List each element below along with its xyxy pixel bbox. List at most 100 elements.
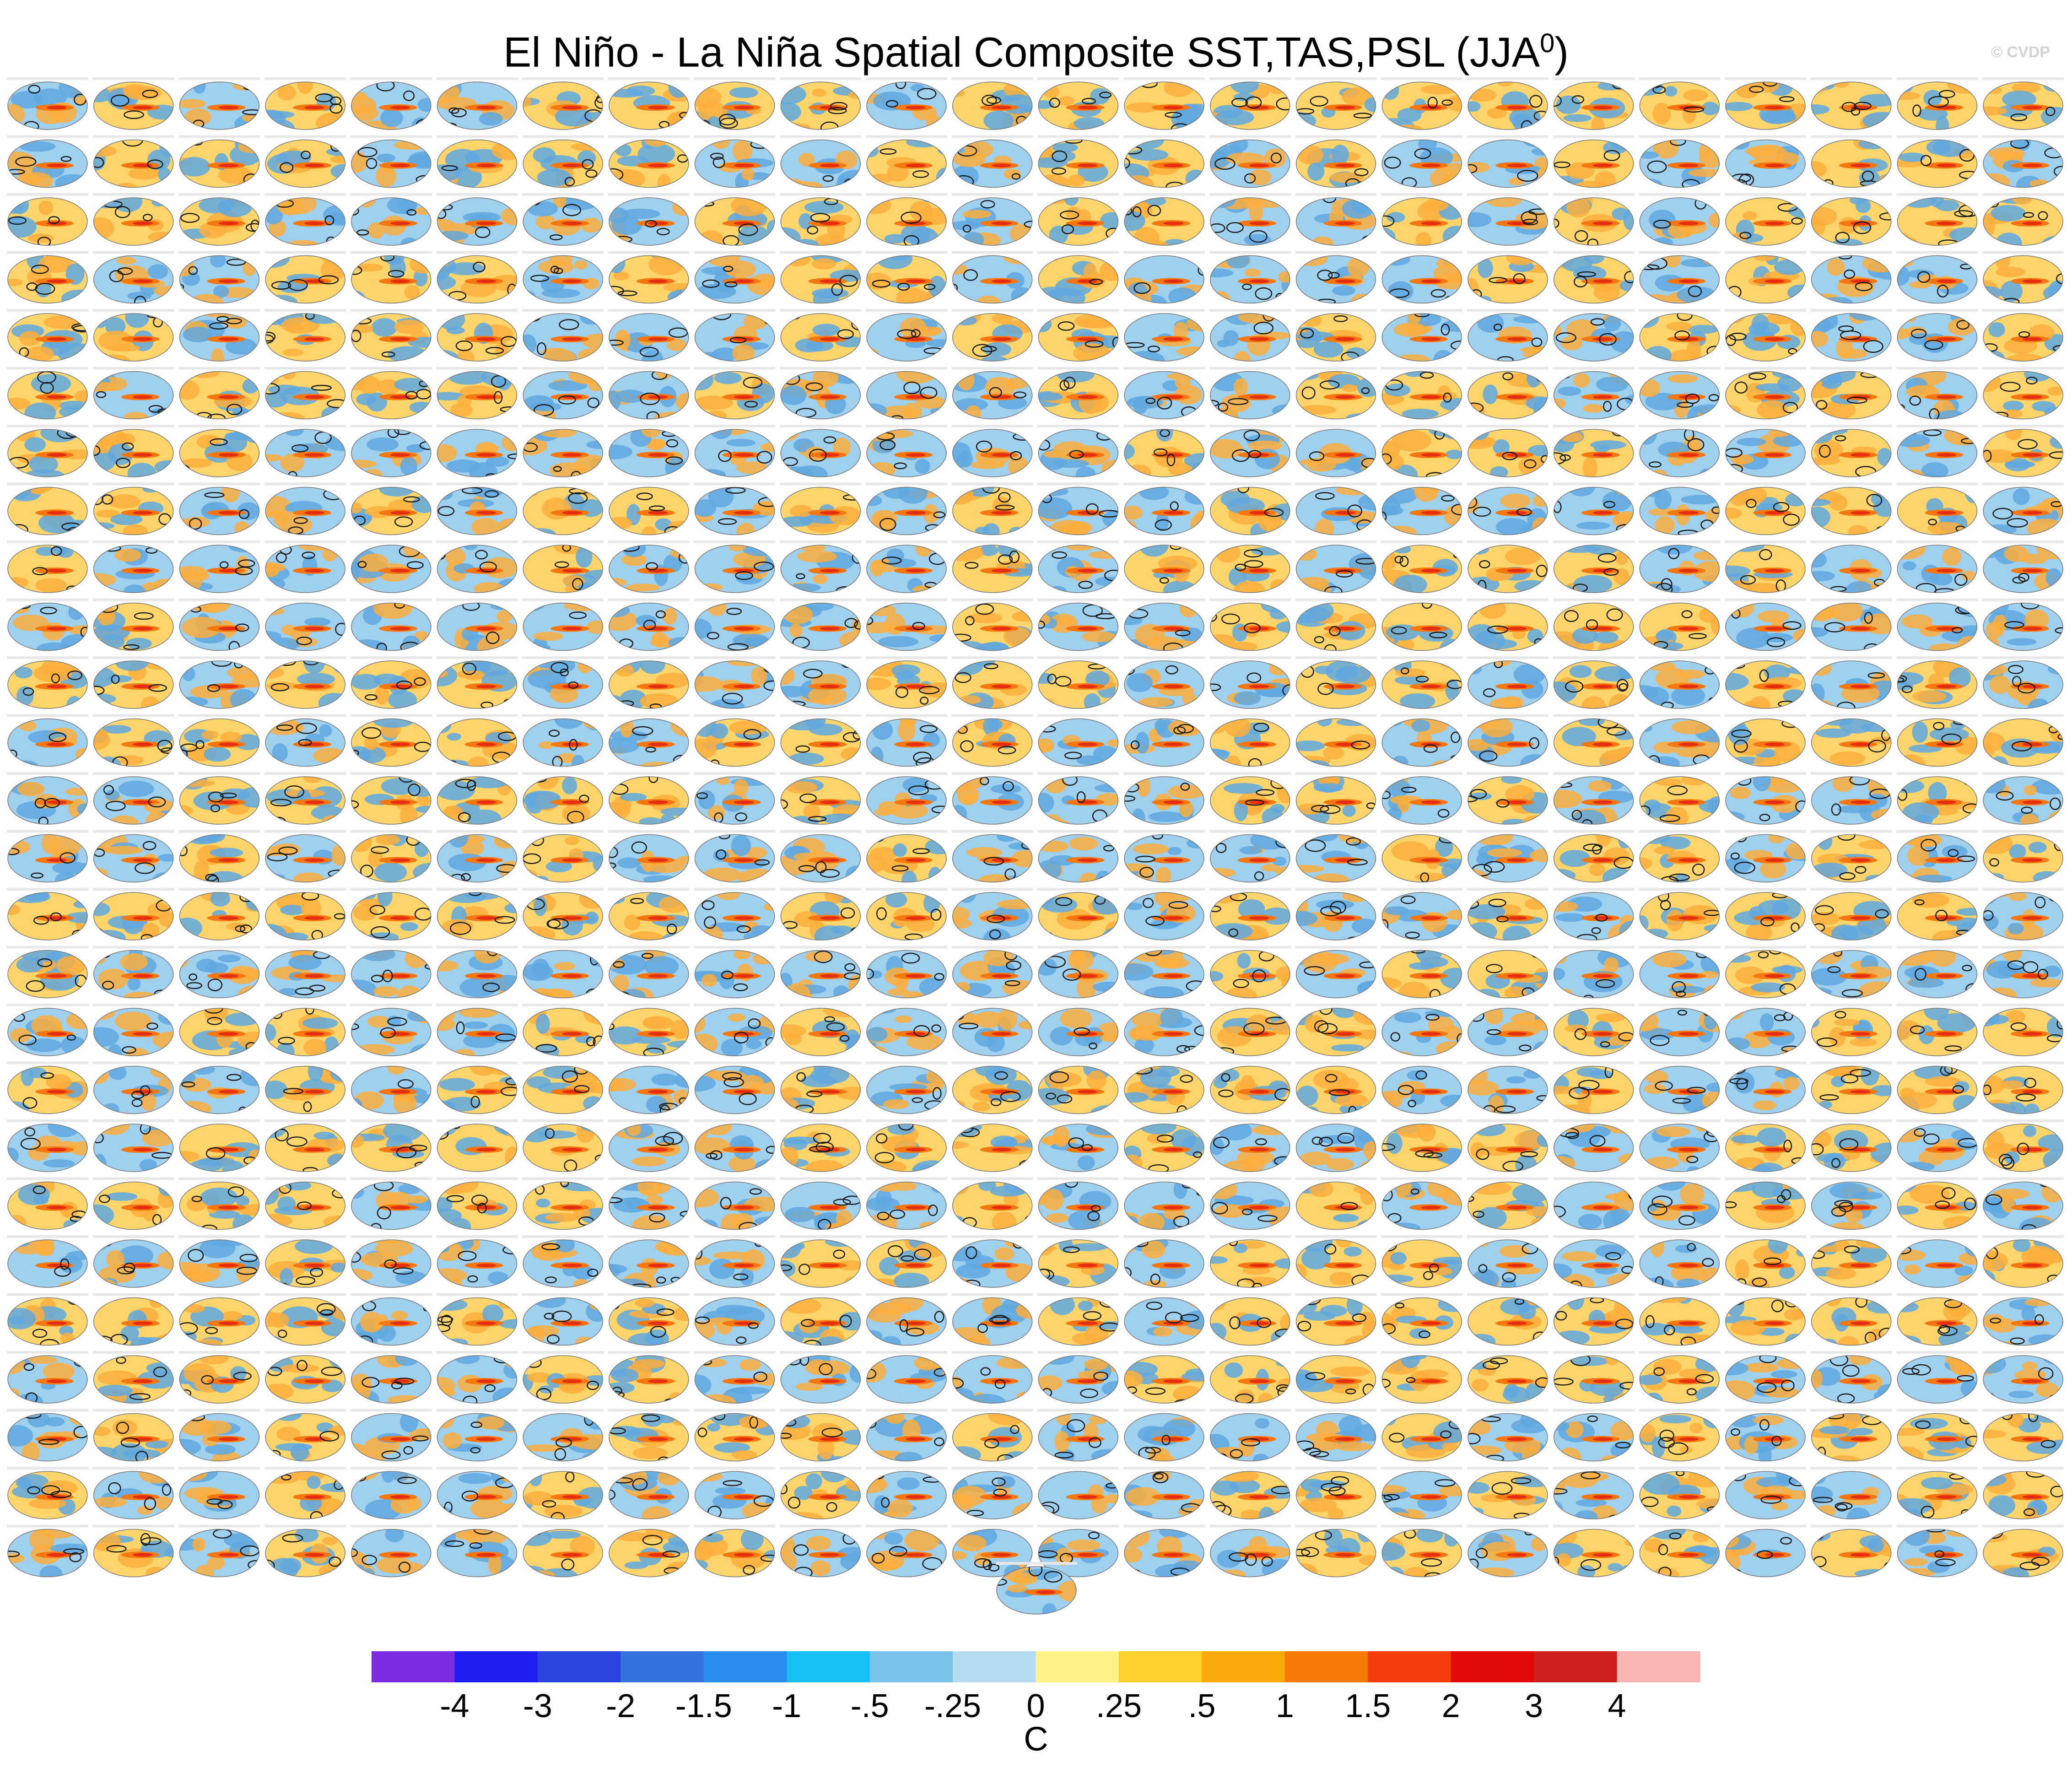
anomaly-patch — [667, 338, 686, 351]
anomaly-patch — [8, 278, 23, 286]
anomaly-patch — [1306, 603, 1334, 620]
anomaly-patch — [394, 319, 424, 334]
anomaly-patch — [118, 780, 155, 797]
psl-contour — [1471, 661, 1481, 668]
anomaly-patch — [1897, 174, 1908, 188]
panel-title-line — [1725, 772, 1806, 775]
psl-contour — [1049, 97, 1060, 108]
psl-contour — [1099, 92, 1112, 98]
panel-title-line — [866, 714, 947, 717]
psl-contour — [1677, 313, 1693, 321]
map-border — [437, 81, 518, 130]
anomaly-patch — [1787, 284, 1805, 301]
map-panel — [1982, 367, 2064, 420]
map-border — [1295, 255, 1376, 304]
enso-core — [2022, 569, 2043, 573]
anomaly-patch — [96, 757, 121, 767]
anomaly-patch — [276, 150, 311, 166]
map-panel — [178, 656, 260, 709]
panel-title-line — [1123, 425, 1205, 427]
panel-title-line — [1810, 772, 1892, 775]
enso-core — [47, 511, 67, 515]
panel-title-line — [1896, 540, 1978, 543]
anomaly-patch — [952, 720, 969, 735]
anomaly-patch — [351, 639, 387, 651]
panel-title-line — [1295, 540, 1377, 543]
panel-title-line — [1123, 598, 1205, 601]
anomaly-patch — [1811, 217, 1826, 236]
anomaly-patch — [1902, 561, 1916, 571]
psl-contour — [2010, 140, 2029, 149]
anomaly-patch — [615, 144, 631, 157]
panel-title-line — [1209, 309, 1291, 312]
map-panel — [1295, 135, 1377, 188]
anomaly-patch — [982, 523, 1000, 535]
anomaly-patch — [1667, 349, 1703, 361]
psl-contour — [562, 204, 582, 216]
enso-core — [734, 453, 754, 457]
psl-contour — [1133, 282, 1151, 294]
anomaly-patch — [479, 112, 503, 126]
anomaly-patch — [867, 403, 887, 418]
anomaly-patch — [804, 200, 844, 214]
panel-title-line — [608, 540, 690, 543]
panel-title-line — [1639, 309, 1721, 312]
enso-core — [1421, 511, 1441, 515]
enso-core — [1506, 395, 1527, 399]
psl-contour — [963, 269, 978, 281]
panel-title-line — [1896, 77, 1978, 80]
anomaly-patch — [217, 198, 252, 217]
map-border — [1897, 139, 1978, 188]
enso-core — [476, 395, 496, 399]
panel-title-line — [1381, 251, 1463, 254]
anomaly-patch — [609, 390, 621, 411]
panel-title-line — [1295, 309, 1377, 312]
enso-core — [820, 279, 840, 283]
panel-title-line — [1639, 714, 1721, 717]
anomaly-patch — [1558, 386, 1581, 396]
psl-contour — [843, 178, 857, 188]
map-panel — [1896, 425, 1978, 477]
anomaly-patch — [1440, 638, 1462, 651]
map-panel — [1639, 656, 1721, 709]
psl-contour — [912, 170, 929, 178]
anomaly-patch — [1644, 346, 1672, 361]
map-panel — [951, 251, 1033, 304]
map-border — [1897, 255, 1978, 304]
psl-contour — [188, 266, 198, 275]
panel-title-line — [178, 367, 260, 370]
psl-contour — [1245, 96, 1262, 109]
anomaly-patch — [1234, 581, 1265, 593]
map-panel — [951, 598, 1033, 651]
map-panel — [178, 425, 260, 477]
map-border — [1124, 81, 1204, 130]
map-panel — [264, 309, 346, 362]
psl-contour — [1061, 224, 1074, 234]
anomaly-patch — [553, 198, 567, 208]
psl-contour — [37, 237, 51, 245]
enso-core — [820, 685, 840, 688]
map-panel — [1639, 135, 1721, 188]
panel-title-line — [1295, 772, 1377, 775]
map-border — [866, 255, 947, 304]
anomaly-patch — [695, 676, 723, 692]
panel-title-line — [92, 77, 174, 80]
enso-core — [1764, 395, 1785, 399]
panel-title-line — [780, 135, 862, 138]
anomaly-patch — [1210, 469, 1224, 477]
panel-title-line — [1725, 367, 1806, 370]
panel-title-line — [1639, 367, 1721, 370]
psl-contour — [952, 352, 963, 360]
psl-contour — [839, 275, 858, 287]
anomaly-patch — [1185, 169, 1204, 188]
panel-title-line — [1553, 772, 1635, 775]
anomaly-patch — [1052, 143, 1079, 152]
psl-contour — [1539, 723, 1548, 732]
map-panel — [866, 772, 947, 825]
map-panel — [1123, 367, 1205, 420]
anomaly-patch — [1811, 661, 1832, 676]
psl-contour — [1357, 181, 1371, 188]
psl-contour — [1271, 761, 1290, 767]
anomaly-patch — [2050, 726, 2063, 742]
psl-contour — [93, 157, 104, 168]
